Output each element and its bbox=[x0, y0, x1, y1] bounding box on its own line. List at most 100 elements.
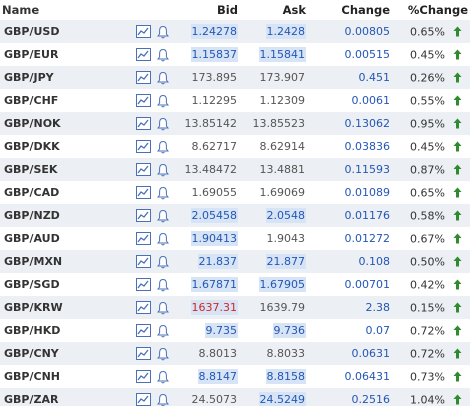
column-header-change[interactable]: Change bbox=[312, 0, 396, 20]
table-row[interactable]: GBP/ZAR 24.5073 24.5249 0.2516 1.04% bbox=[0, 388, 470, 406]
bell-icon[interactable] bbox=[157, 117, 169, 131]
currency-pair-name[interactable]: GBP/NZD bbox=[0, 204, 136, 227]
currency-pair-name[interactable]: GBP/DKK bbox=[0, 135, 136, 158]
pct-change-value: 0.15% bbox=[410, 301, 445, 315]
bell-icon[interactable] bbox=[157, 140, 169, 154]
chart-line-icon[interactable] bbox=[136, 370, 151, 383]
change-value: 0.0631 bbox=[312, 342, 396, 365]
bid-value: 1.67871 bbox=[190, 277, 238, 292]
table-row[interactable]: GBP/CAD 1.69055 1.69069 0.01089 0.65% bbox=[0, 181, 470, 204]
ask-value: 21.877 bbox=[265, 254, 306, 269]
chart-line-icon[interactable] bbox=[136, 71, 151, 84]
table-row[interactable]: GBP/MXN 21.837 21.877 0.108 0.50% bbox=[0, 250, 470, 273]
bell-icon[interactable] bbox=[157, 48, 169, 62]
currency-pair-name[interactable]: GBP/EUR bbox=[0, 43, 136, 66]
table-row[interactable]: GBP/CNH 8.8147 8.8158 0.06431 0.73% bbox=[0, 365, 470, 388]
bell-icon[interactable] bbox=[157, 71, 169, 85]
change-value: 0.108 bbox=[312, 250, 396, 273]
bell-icon[interactable] bbox=[157, 25, 169, 39]
bell-icon[interactable] bbox=[157, 255, 169, 269]
currency-pair-name[interactable]: GBP/MXN bbox=[0, 250, 136, 273]
currency-pair-name[interactable]: GBP/ZAR bbox=[0, 388, 136, 406]
bid-value: 8.8147 bbox=[197, 369, 238, 384]
pct-change-cell: 0.50% bbox=[396, 250, 470, 273]
currency-pair-name[interactable]: GBP/CHF bbox=[0, 89, 136, 112]
table-row[interactable]: GBP/CNY 8.8013 8.8033 0.0631 0.72% bbox=[0, 342, 470, 365]
bell-icon[interactable] bbox=[157, 393, 169, 406]
table-row[interactable]: GBP/NZD 2.05458 2.0548 0.01176 0.58% bbox=[0, 204, 470, 227]
bell-icon[interactable] bbox=[157, 278, 169, 292]
bell-icon[interactable] bbox=[157, 163, 169, 177]
chart-line-icon[interactable] bbox=[136, 393, 151, 406]
column-header-name[interactable]: Name bbox=[0, 0, 136, 20]
chart-line-icon[interactable] bbox=[136, 117, 151, 130]
chart-line-icon[interactable] bbox=[136, 140, 151, 153]
chart-line-icon[interactable] bbox=[136, 347, 151, 360]
bid-value: 173.895 bbox=[191, 71, 238, 84]
bid-cell: 1637.31 bbox=[180, 296, 244, 319]
bell-icon[interactable] bbox=[157, 94, 169, 108]
chart-line-icon[interactable] bbox=[136, 301, 151, 314]
bid-cell: 1.15837 bbox=[180, 43, 244, 66]
arrow-up-icon bbox=[453, 256, 462, 267]
change-value: 0.00701 bbox=[312, 273, 396, 296]
bell-icon[interactable] bbox=[157, 347, 169, 361]
table-row[interactable]: GBP/HKD 9.735 9.736 0.07 0.72% bbox=[0, 319, 470, 342]
currency-pair-name[interactable]: GBP/SGD bbox=[0, 273, 136, 296]
change-value: 0.13062 bbox=[312, 112, 396, 135]
pct-change-cell: 1.04% bbox=[396, 388, 470, 406]
pct-change-value: 0.65% bbox=[410, 186, 445, 200]
table-row[interactable]: GBP/NOK 13.85142 13.85523 0.13062 0.95% bbox=[0, 112, 470, 135]
currency-pair-name[interactable]: GBP/CNH bbox=[0, 365, 136, 388]
chart-line-icon[interactable] bbox=[136, 25, 151, 38]
bell-icon[interactable] bbox=[157, 232, 169, 246]
bell-icon[interactable] bbox=[157, 186, 169, 200]
bell-icon[interactable] bbox=[157, 209, 169, 223]
chart-line-icon[interactable] bbox=[136, 48, 151, 61]
table-row[interactable]: GBP/USD 1.24278 1.2428 0.00805 0.65% bbox=[0, 20, 470, 43]
currency-pair-name[interactable]: GBP/HKD bbox=[0, 319, 136, 342]
chart-line-icon[interactable] bbox=[136, 163, 151, 176]
bell-icon[interactable] bbox=[157, 324, 169, 338]
pct-change-cell: 0.72% bbox=[396, 319, 470, 342]
table-row[interactable]: GBP/AUD 1.90413 1.9043 0.01272 0.67% bbox=[0, 227, 470, 250]
currency-pair-name[interactable]: GBP/SEK bbox=[0, 158, 136, 181]
pct-change-cell: 0.67% bbox=[396, 227, 470, 250]
chart-line-icon[interactable] bbox=[136, 232, 151, 245]
ask-cell: 1.15841 bbox=[244, 43, 312, 66]
table-row[interactable]: GBP/SGD 1.67871 1.67905 0.00701 0.42% bbox=[0, 273, 470, 296]
chart-line-icon[interactable] bbox=[136, 278, 151, 291]
currency-pair-name[interactable]: GBP/NOK bbox=[0, 112, 136, 135]
chart-line-icon[interactable] bbox=[136, 324, 151, 337]
currency-pair-name[interactable]: GBP/CNY bbox=[0, 342, 136, 365]
row-tools bbox=[136, 66, 180, 89]
column-header-bid[interactable]: Bid bbox=[180, 0, 244, 20]
pct-change-value: 0.65% bbox=[410, 25, 445, 39]
table-row[interactable]: GBP/SEK 13.48472 13.4881 0.11593 0.87% bbox=[0, 158, 470, 181]
chart-line-icon[interactable] bbox=[136, 94, 151, 107]
bell-icon[interactable] bbox=[157, 370, 169, 384]
currency-pair-name[interactable]: GBP/JPY bbox=[0, 66, 136, 89]
bell-icon[interactable] bbox=[157, 301, 169, 315]
table-row[interactable]: GBP/DKK 8.62717 8.62914 0.03836 0.45% bbox=[0, 135, 470, 158]
chart-line-icon[interactable] bbox=[136, 186, 151, 199]
column-header-pct-change[interactable]: %Change bbox=[396, 0, 470, 20]
table-row[interactable]: GBP/KRW 1637.31 1639.79 2.38 0.15% bbox=[0, 296, 470, 319]
table-row[interactable]: GBP/JPY 173.895 173.907 0.451 0.26% bbox=[0, 66, 470, 89]
table-row[interactable]: GBP/EUR 1.15837 1.15841 0.00515 0.45% bbox=[0, 43, 470, 66]
currency-pair-name[interactable]: GBP/AUD bbox=[0, 227, 136, 250]
ask-value: 1.69069 bbox=[259, 186, 306, 199]
table-row[interactable]: GBP/CHF 1.12295 1.12309 0.0061 0.55% bbox=[0, 89, 470, 112]
row-tools bbox=[136, 158, 180, 181]
row-tools bbox=[136, 319, 180, 342]
bid-cell: 1.90413 bbox=[180, 227, 244, 250]
chart-line-icon[interactable] bbox=[136, 209, 151, 222]
arrow-up-icon bbox=[453, 118, 462, 129]
currency-pair-name[interactable]: GBP/KRW bbox=[0, 296, 136, 319]
currency-pair-name[interactable]: GBP/CAD bbox=[0, 181, 136, 204]
currency-pair-name[interactable]: GBP/USD bbox=[0, 20, 136, 43]
column-header-ask[interactable]: Ask bbox=[244, 0, 312, 20]
chart-line-icon[interactable] bbox=[136, 255, 151, 268]
bid-value: 21.837 bbox=[197, 254, 238, 269]
